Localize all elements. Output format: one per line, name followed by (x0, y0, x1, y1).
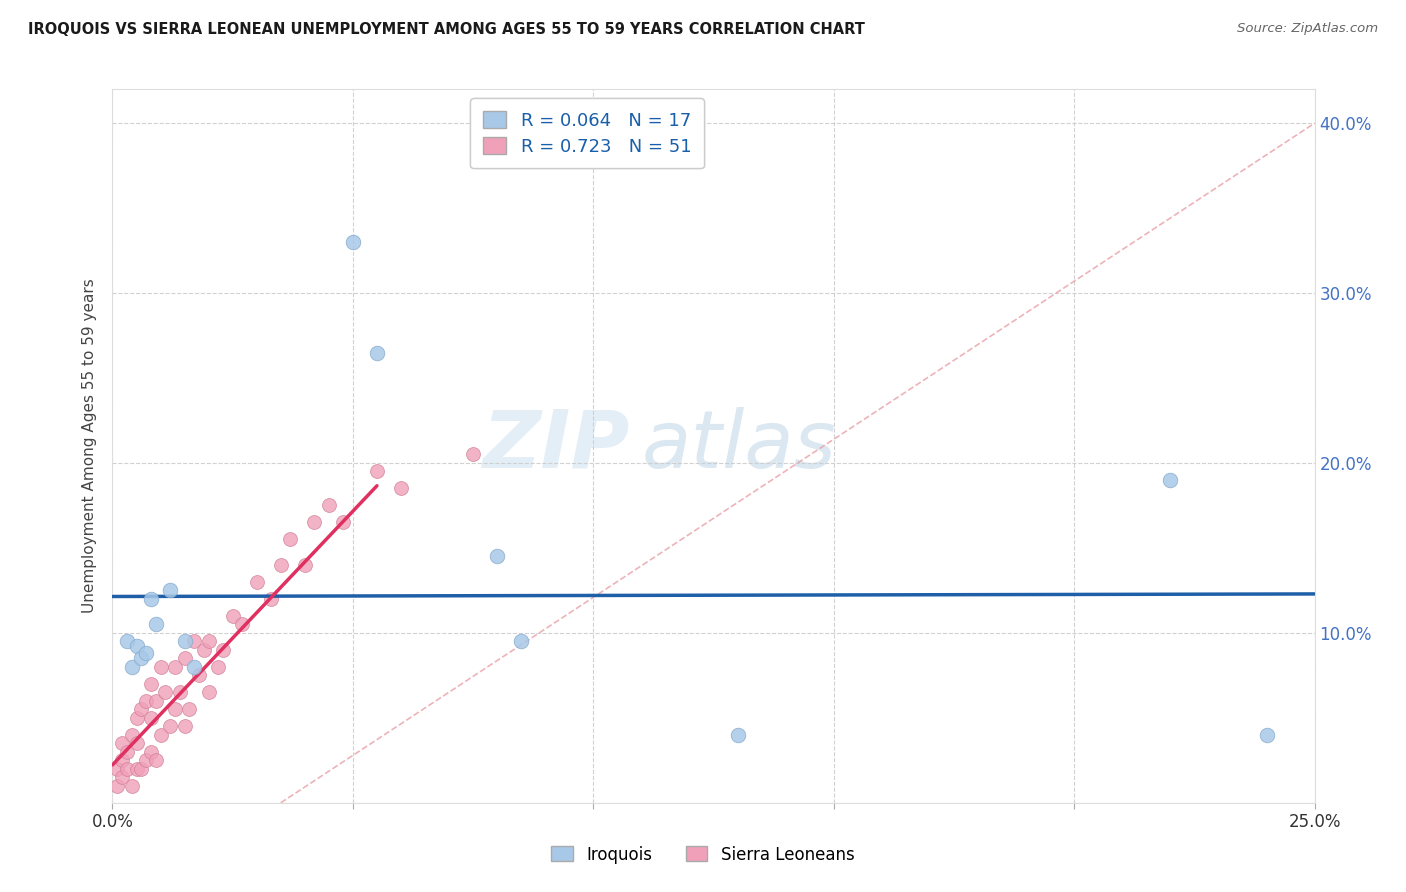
Point (342, 235, 364, 249)
Point (121, 728, 143, 742)
Point (332, 516, 354, 530)
Point (179, 702, 201, 716)
Point (125, 736, 148, 750)
Point (510, 634, 533, 648)
Point (121, 660, 143, 674)
Y-axis label: Unemployment Among Ages 55 to 59 years: Unemployment Among Ages 55 to 59 years (82, 278, 97, 614)
Point (169, 685, 191, 699)
Point (212, 643, 235, 657)
Point (366, 345, 388, 359)
Point (115, 762, 138, 776)
Point (111, 753, 134, 767)
Point (318, 499, 340, 513)
Point (159, 719, 181, 733)
Point (105, 762, 128, 776)
Point (461, 448, 484, 462)
Point (139, 677, 162, 691)
Point (197, 685, 219, 699)
Point (125, 711, 148, 725)
Point (155, 685, 177, 699)
Point (207, 660, 229, 674)
Point (280, 533, 302, 547)
Text: IROQUOIS VS SIERRA LEONEAN UNEMPLOYMENT AMONG AGES 55 TO 59 YEARS CORRELATION CH: IROQUOIS VS SIERRA LEONEAN UNEMPLOYMENT … (28, 22, 865, 37)
Point (125, 640, 148, 654)
Point (125, 762, 148, 776)
Text: ZIP: ZIP (482, 407, 630, 485)
Point (145, 753, 167, 767)
Point (1256, 728, 1278, 742)
Point (197, 634, 219, 648)
Point (115, 745, 138, 759)
Point (1159, 473, 1181, 487)
Point (304, 516, 326, 530)
Point (139, 745, 162, 759)
Point (270, 558, 292, 572)
Point (139, 711, 162, 725)
Text: atlas: atlas (641, 407, 837, 485)
Point (163, 660, 186, 674)
Point (131, 702, 153, 716)
Text: Source: ZipAtlas.com: Source: ZipAtlas.com (1237, 22, 1378, 36)
Point (486, 549, 509, 564)
Point (111, 770, 134, 784)
Point (163, 702, 186, 716)
Point (111, 736, 134, 750)
Legend: Iroquois, Sierra Leoneans: Iroquois, Sierra Leoneans (544, 839, 862, 871)
Legend: R = 0.064   N = 17, R = 0.723   N = 51: R = 0.064 N = 17, R = 0.723 N = 51 (470, 98, 704, 169)
Point (131, 762, 153, 776)
Point (149, 660, 172, 674)
Point (159, 583, 181, 598)
Point (145, 694, 167, 708)
Point (135, 753, 157, 767)
Point (173, 634, 195, 648)
Point (193, 643, 215, 657)
Point (389, 482, 412, 496)
Point (139, 591, 162, 606)
Point (131, 651, 153, 665)
Point (115, 634, 138, 648)
Point (183, 660, 205, 674)
Point (188, 668, 211, 682)
Point (173, 651, 195, 665)
Point (135, 646, 157, 660)
Point (294, 558, 316, 572)
Point (260, 591, 283, 606)
Point (105, 779, 128, 793)
Point (183, 634, 205, 648)
Point (121, 779, 143, 793)
Point (727, 728, 749, 742)
Point (135, 694, 157, 708)
Point (145, 617, 167, 632)
Point (149, 728, 172, 742)
Point (366, 465, 388, 479)
Point (222, 608, 245, 623)
Point (246, 574, 269, 589)
Point (231, 617, 253, 632)
Point (173, 719, 195, 733)
